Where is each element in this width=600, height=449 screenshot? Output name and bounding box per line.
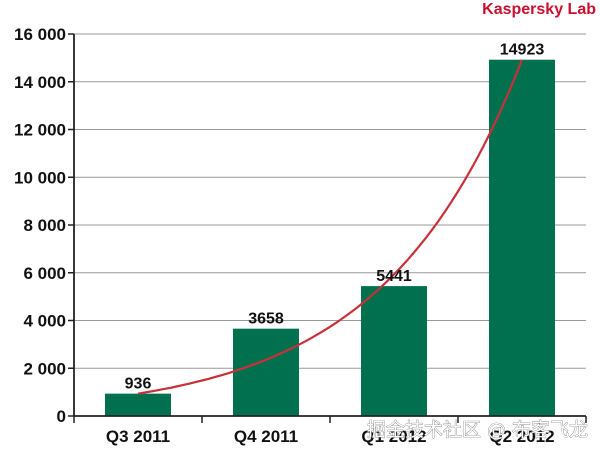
y-tick-label: 4 000 — [23, 312, 66, 331]
data-labels: 936 3658 5441 14923 — [125, 42, 545, 393]
data-label: 3658 — [248, 311, 284, 328]
trend-line — [137, 59, 524, 395]
y-tick-label: 12 000 — [14, 121, 66, 140]
y-tick-label: 8 000 — [23, 216, 66, 235]
bar — [233, 328, 299, 416]
bar — [105, 393, 171, 416]
y-tick-label: 14 000 — [14, 73, 66, 92]
bar — [361, 286, 427, 416]
data-label: 936 — [125, 376, 152, 393]
x-tick-label: Q1 2012 — [361, 427, 426, 446]
y-tick-label: 2 000 — [23, 359, 66, 378]
y-tick-label: 16 000 — [14, 25, 66, 44]
bar — [489, 59, 555, 416]
y-tick-label: 0 — [57, 407, 66, 426]
brand-label: Kaspersky Lab — [482, 1, 596, 18]
x-axis-ticks: Q3 2011 Q4 2011 Q1 2012 Q2 2012 — [73, 416, 587, 446]
bars — [105, 59, 555, 416]
gridlines — [74, 33, 586, 369]
watermark: 掘金技术社区 @ 布客飞龙 — [367, 419, 588, 441]
y-tick-label: 6 000 — [23, 264, 66, 283]
y-tick-label: 10 000 — [14, 168, 66, 187]
trend-line-group — [137, 59, 524, 395]
x-tick-label: Q2 2012 — [489, 427, 554, 446]
y-axis-ticks: 0 2 000 4 000 6 000 8 000 10 000 12 000 14 000 1… — [14, 25, 74, 426]
data-label: 14923 — [500, 42, 545, 59]
x-tick-label: Q3 2011 — [106, 427, 170, 446]
x-tick-label: Q4 2011 — [234, 427, 298, 446]
data-label: 5441 — [376, 268, 412, 285]
